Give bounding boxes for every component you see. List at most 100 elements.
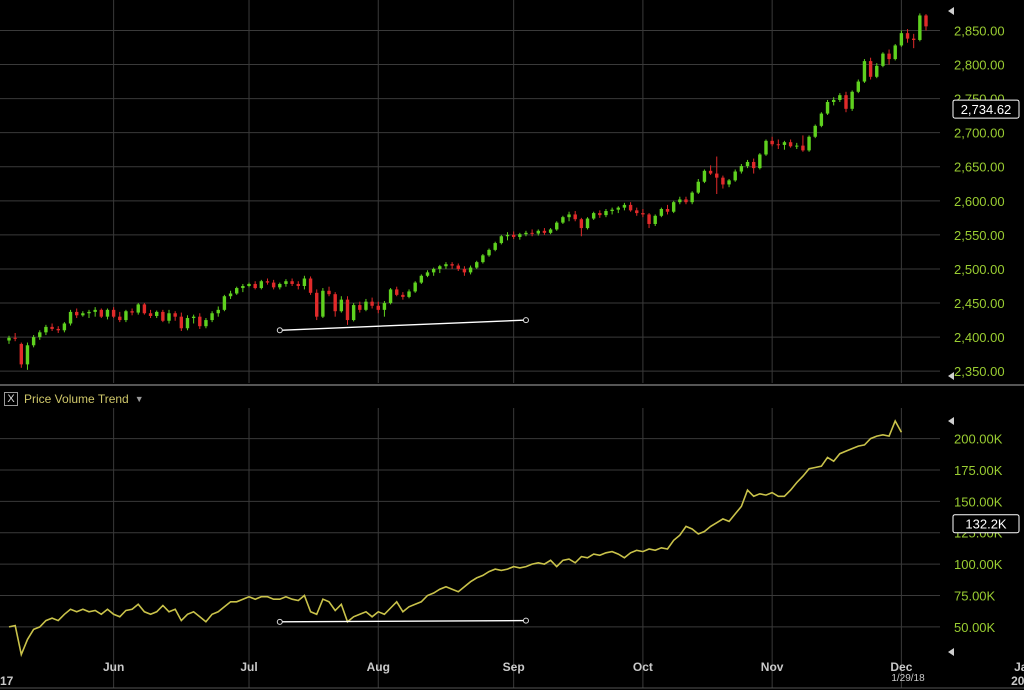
candlestick	[50, 323, 54, 331]
candlestick	[813, 124, 817, 139]
candlestick	[284, 279, 288, 287]
close-indicator-button[interactable]: X	[4, 392, 18, 406]
candlestick	[413, 281, 417, 293]
candlestick	[136, 303, 140, 315]
candlestick	[579, 217, 584, 237]
pvt-last-value: 132.2K	[965, 517, 1007, 532]
candlestick	[635, 207, 639, 216]
candle-body	[807, 136, 811, 151]
candle-body	[905, 33, 910, 39]
candle-body	[813, 125, 817, 137]
candle-body	[155, 311, 159, 316]
candle-body	[265, 281, 270, 283]
candlestick	[542, 228, 547, 235]
candle-body	[499, 236, 504, 244]
candle-body	[567, 214, 571, 218]
candle-body	[339, 299, 344, 312]
candlestick	[567, 211, 571, 222]
candlestick	[38, 330, 42, 340]
candle-body	[850, 91, 854, 109]
candlestick	[370, 297, 374, 309]
candle-body	[524, 232, 528, 235]
price-trendline-handle	[522, 317, 529, 324]
candle-body	[290, 281, 294, 284]
candle-body	[13, 337, 17, 339]
candle-body	[253, 283, 257, 289]
candle-body	[124, 311, 128, 321]
candlestick	[739, 164, 744, 174]
candle-body	[641, 213, 645, 215]
candlestick	[456, 263, 460, 272]
candlestick	[782, 140, 787, 150]
candle-body	[327, 290, 331, 295]
candlestick	[493, 241, 497, 252]
candlestick	[382, 300, 387, 317]
candlestick	[204, 318, 208, 329]
candlestick	[721, 175, 725, 189]
candlestick	[253, 281, 257, 290]
candle-body	[475, 262, 479, 268]
candlestick	[807, 135, 811, 152]
candle-body	[844, 95, 848, 109]
candlestick	[893, 44, 897, 61]
candlestick	[99, 308, 104, 319]
candlestick	[751, 158, 756, 174]
candlestick	[167, 309, 171, 324]
pvt-trendline-handle	[276, 618, 283, 625]
candle-body	[585, 218, 590, 229]
candlestick	[179, 312, 184, 331]
pvt-y-tick-label: 200.00K	[954, 432, 1003, 447]
pvt-trendline-handle	[522, 617, 529, 624]
candle-body	[351, 305, 356, 321]
candle-body	[56, 328, 60, 331]
candlestick	[191, 314, 196, 324]
candle-body	[284, 281, 288, 284]
candle-body	[395, 289, 399, 295]
candle-body	[118, 316, 122, 321]
candle-body	[425, 272, 430, 276]
candlestick	[659, 207, 664, 218]
candlestick	[111, 307, 116, 319]
candlestick	[678, 196, 682, 205]
candlestick	[296, 281, 300, 290]
candle-body	[111, 309, 116, 317]
chevron-down-icon[interactable]: ▼	[134, 394, 144, 404]
scale-marker-icon	[948, 417, 954, 425]
x-tick-label: Jun	[103, 660, 124, 674]
x-tick-label: Aug	[367, 660, 390, 674]
candlestick	[333, 292, 337, 317]
price-y-tick-label: 2,500.00	[954, 262, 1005, 277]
candlestick	[591, 211, 596, 220]
candlestick	[665, 204, 670, 215]
price-y-tick-label: 2,700.00	[954, 126, 1005, 141]
year-label-right: 2018	[1011, 674, 1024, 688]
candlestick	[481, 253, 485, 264]
candlestick	[124, 309, 128, 323]
candle-body	[505, 234, 510, 237]
candle-body	[702, 170, 707, 182]
candle-body	[456, 265, 460, 269]
candle-body	[198, 316, 202, 327]
price-y-tick-label: 2,350.00	[954, 364, 1005, 379]
candlestick	[247, 282, 251, 288]
candle-body	[819, 113, 824, 126]
candlestick	[616, 206, 620, 214]
candle-body	[487, 249, 491, 256]
price-last-value-box	[952, 99, 1020, 119]
candle-body	[216, 309, 220, 314]
candlestick	[74, 308, 79, 319]
indicator-name[interactable]: Price Volume Trend	[24, 392, 129, 406]
candlestick	[31, 335, 36, 348]
candle-body	[591, 213, 596, 219]
candlestick	[222, 294, 227, 312]
candle-body	[185, 318, 190, 329]
candlestick	[598, 210, 602, 218]
candlestick	[536, 229, 540, 236]
candle-body	[776, 144, 780, 146]
candle-body	[727, 180, 731, 185]
candlestick	[216, 306, 220, 317]
candle-body	[81, 313, 85, 316]
price-y-tick-label: 2,800.00	[954, 58, 1005, 73]
candlestick	[56, 326, 60, 334]
